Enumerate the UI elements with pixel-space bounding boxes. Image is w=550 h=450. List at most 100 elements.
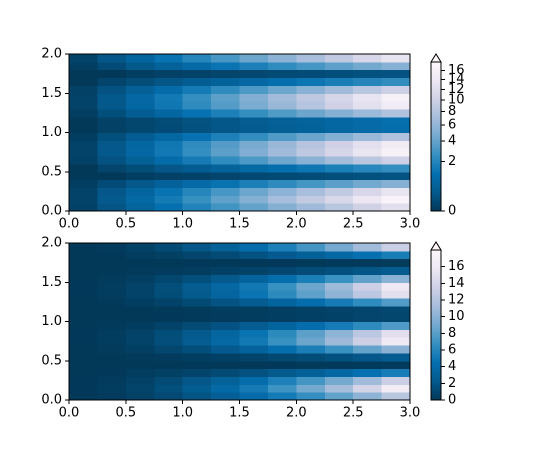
heatmap-cell [353,345,383,354]
colorbar-swatch [431,193,441,195]
colorbar-swatch [431,337,441,339]
colorbar-swatch [431,315,441,317]
colorbar-swatch [431,95,441,98]
heatmap-cell [296,203,326,212]
heatmap-cell [182,101,212,110]
colorbar-swatch [431,73,441,76]
y-tick-label: 2.0 [41,47,62,62]
colorbar-swatch [431,150,441,152]
heatmap-cell [69,345,98,354]
heatmap-cell [296,368,326,377]
colorbar-swatch [431,139,441,142]
colorbar-swatch [431,164,441,166]
colorbar-swatch [431,169,441,171]
colorbar-swatch [431,293,441,295]
colorbar-swatch [431,143,441,146]
colorbar-swatch [431,368,441,370]
heatmap-cell [211,124,240,133]
heatmap-cell [324,243,354,252]
heatmap-cell [154,132,184,141]
colorbar-swatch [431,341,441,343]
heatmap-cell [211,195,240,204]
heatmap-cell [324,376,354,385]
heatmap-cell [239,156,269,165]
heatmap-cell [239,140,269,149]
heatmap-cell [267,69,297,79]
heatmap-cell [154,187,184,196]
colorbar-swatch [431,302,441,304]
heatmap-cell [296,124,326,133]
colorbar-swatch [431,357,441,359]
heatmap-cell [154,321,184,330]
colorbar-swatch [431,343,441,345]
colorbar-swatch [431,93,441,96]
colorbar-swatch [431,187,441,189]
heatmap-cell [353,116,383,126]
heatmap-cell [211,156,240,165]
heatmap-cell [353,69,383,79]
heatmap-cell [381,195,411,204]
colorbar-swatch [431,371,441,373]
colorbar-swatch [431,163,441,165]
heatmap-cell [296,274,326,283]
colorbar-swatch [431,318,441,320]
colorbar-swatch [431,256,441,258]
heatmap-cell [239,171,269,181]
colorbar-swatch [431,126,441,129]
heatmap-cell [182,54,212,63]
heatmap-cell [324,384,354,393]
colorbar-swatch [431,319,441,321]
heatmap-cell [69,61,98,71]
colorbar-swatch [431,196,441,198]
heatmap-cell [69,360,98,370]
colorbar-swatch [431,141,441,144]
colorbar-swatch [431,294,441,296]
colorbar-swatch [431,330,441,332]
heatmap-cell [296,392,326,401]
heatmap-cell [97,124,127,133]
heatmap-cell [324,77,354,86]
colorbar-swatch [431,161,441,163]
heatmap-cell [69,171,98,181]
heatmap-cell [296,77,326,86]
heatmap-cell [154,93,184,102]
colorbar-swatch [431,378,441,380]
heatmap-cell [381,179,411,188]
colorbar-swatch [431,397,441,399]
heatmap-cell [125,384,155,393]
heatmap-cell [125,148,155,157]
y-tick-label: 0.0 [41,393,62,408]
heatmap-cell [182,140,212,149]
heatmap-cell [324,148,354,157]
x-tick-label: 0.0 [59,217,80,232]
heatmap-cell [381,250,411,260]
colorbar-swatch [431,303,441,305]
x-tick-label: 1.0 [172,406,193,421]
colorbar-swatch [431,283,441,285]
heatmap-cell [296,290,326,299]
heatmap-cell [296,329,326,338]
heatmap-cell [97,187,127,196]
colorbar-swatch [431,154,441,156]
heatmap-cell [154,313,184,322]
colorbar-swatch [431,66,441,69]
heatmap-cell [69,243,98,252]
colorbar-swatch [431,80,441,83]
heatmap-cell [239,108,269,118]
heatmap-cell [154,77,184,86]
heatmap-cell [381,290,411,299]
y-tick-label: 0.0 [41,204,62,219]
colorbar-swatch [431,102,441,105]
colorbar-swatch [431,168,441,170]
colorbar-swatch [431,336,441,338]
colorbar-swatch [431,75,441,78]
colorbar-swatch [431,331,441,333]
heatmap-cell [97,203,127,212]
heatmap-cell [324,203,354,212]
colorbar-swatch [431,297,441,299]
heatmap-cell [182,243,212,252]
colorbar-swatch [431,128,441,131]
heatmap-cell [324,156,354,165]
heatmap-cell [154,243,184,252]
